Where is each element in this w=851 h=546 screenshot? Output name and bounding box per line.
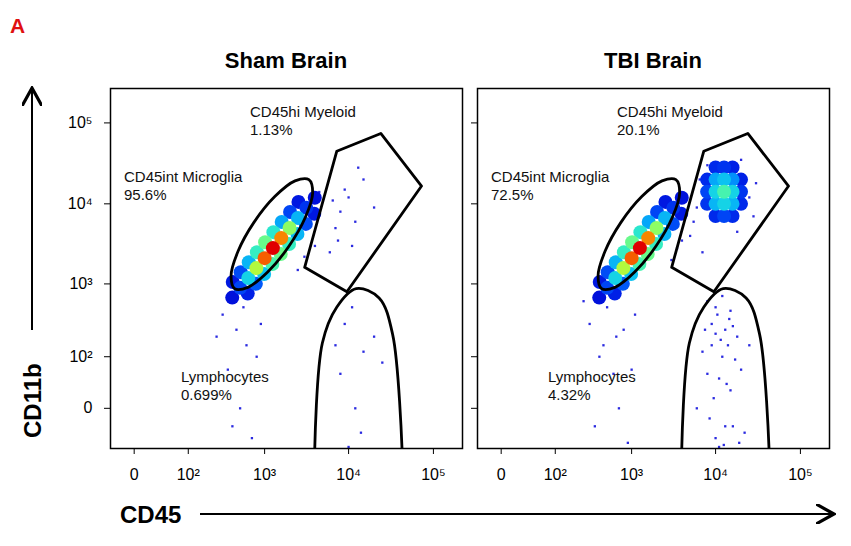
html-text:72.5%: 72.5% (491, 186, 534, 203)
html-text:CD45int Microglia: CD45int Microglia (491, 168, 610, 185)
svg-text:10⁴: 10⁴ (703, 466, 728, 483)
svg-text:CD11b: CD11b (19, 363, 46, 438)
html-text:0.699%: 0.699% (181, 386, 232, 403)
svg-text:10³: 10³ (620, 466, 644, 483)
html-text:Sham Brain: Sham Brain (224, 48, 348, 73)
html-text:Lymphocytes: Lymphocytes (181, 368, 269, 385)
svg-text:10²: 10² (544, 466, 568, 483)
html-text:TBI Brain: TBI Brain (604, 48, 702, 73)
svg-text:CD45: CD45 (120, 501, 181, 528)
html-text:A: A (10, 14, 26, 37)
html-text:CD45hi Myeloid: CD45hi Myeloid (250, 103, 356, 120)
svg-text:10⁵: 10⁵ (421, 466, 445, 483)
svg-text:10³: 10³ (253, 466, 277, 483)
html-text:1.13%: 1.13% (250, 121, 293, 138)
svg-text:10⁵: 10⁵ (68, 114, 92, 131)
html-text:CD45int Microglia: CD45int Microglia (124, 168, 243, 185)
svg-text:0: 0 (84, 399, 93, 416)
html-text:CD45hi Myeloid: CD45hi Myeloid (617, 103, 723, 120)
html-text:20.1%: 20.1% (617, 121, 660, 138)
svg-text:0: 0 (497, 466, 506, 483)
html-text:4.32%: 4.32% (548, 386, 591, 403)
html-text:Lymphocytes: Lymphocytes (548, 368, 636, 385)
svg-text:10³: 10³ (69, 275, 93, 292)
svg-text:10⁴: 10⁴ (336, 466, 361, 483)
html-text:95.6%: 95.6% (124, 186, 167, 203)
svg-text:10²: 10² (69, 348, 93, 365)
svg-text:10⁵: 10⁵ (788, 466, 812, 483)
svg-text:10⁴: 10⁴ (68, 195, 93, 212)
svg-text:10²: 10² (177, 466, 201, 483)
svg-text:0: 0 (130, 466, 139, 483)
